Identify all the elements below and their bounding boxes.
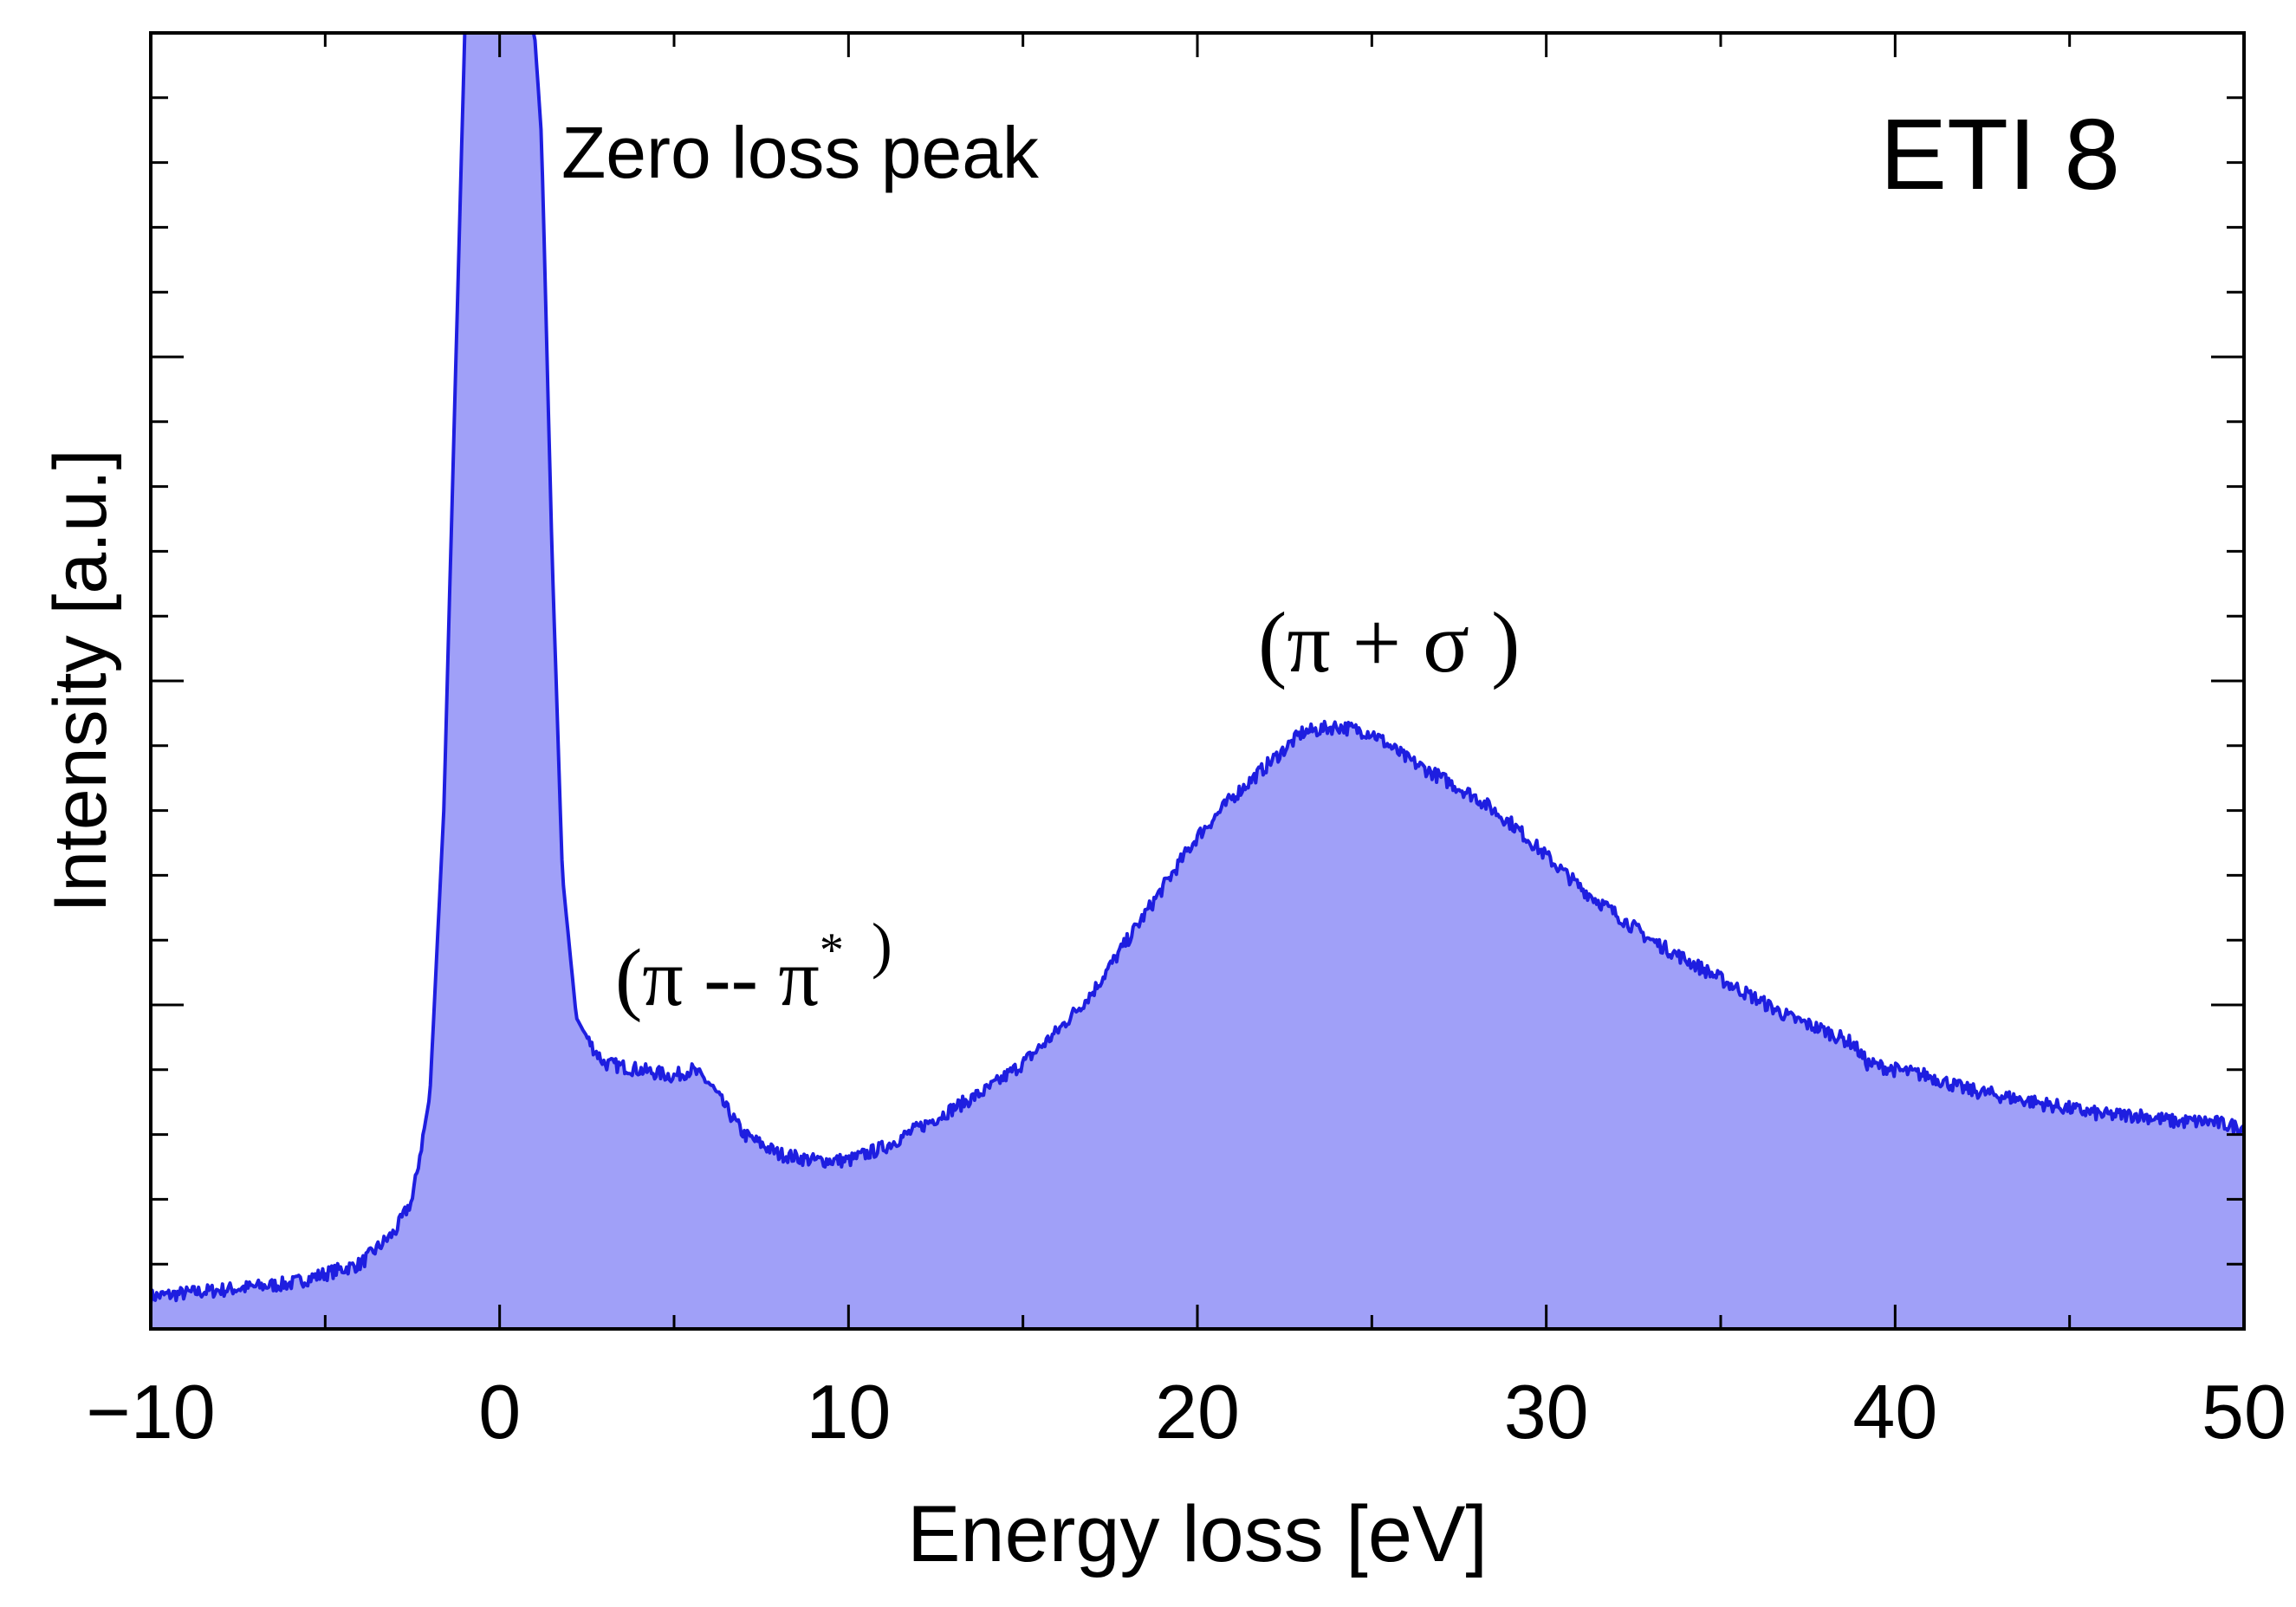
pi-pi-star-annotation-main: (π -- π xyxy=(615,933,820,1023)
pi-pi-star-annotation-superscript: * xyxy=(820,923,844,977)
pi-pi-star-annotation-close: ) xyxy=(856,910,892,980)
x-tick-label: 10 xyxy=(806,1369,891,1455)
y-axis-title: Intensity [a.u.] xyxy=(39,449,122,912)
plot-frame xyxy=(149,31,2246,1331)
x-axis-title: Energy loss [eV] xyxy=(907,1490,1488,1578)
pi-plus-sigma-annotation: (π + σ ) xyxy=(1258,594,1520,690)
spectrum-line xyxy=(151,33,2244,1305)
x-tick-label: 50 xyxy=(2202,1369,2286,1455)
zero-loss-peak-annotation: Zero loss peak xyxy=(561,112,1040,193)
x-tick-label: 20 xyxy=(1155,1369,1240,1455)
x-tick-label: 30 xyxy=(1504,1369,1589,1455)
spectrum-area-fill xyxy=(151,33,2244,1329)
x-tick-label: −10 xyxy=(86,1369,215,1455)
pi-pi-star-annotation: (π -- π* ) xyxy=(615,910,892,1023)
panel-label: ETI 8 xyxy=(1880,98,2120,211)
x-tick-label: 0 xyxy=(478,1369,521,1455)
x-tick-label: 40 xyxy=(1852,1369,1937,1455)
